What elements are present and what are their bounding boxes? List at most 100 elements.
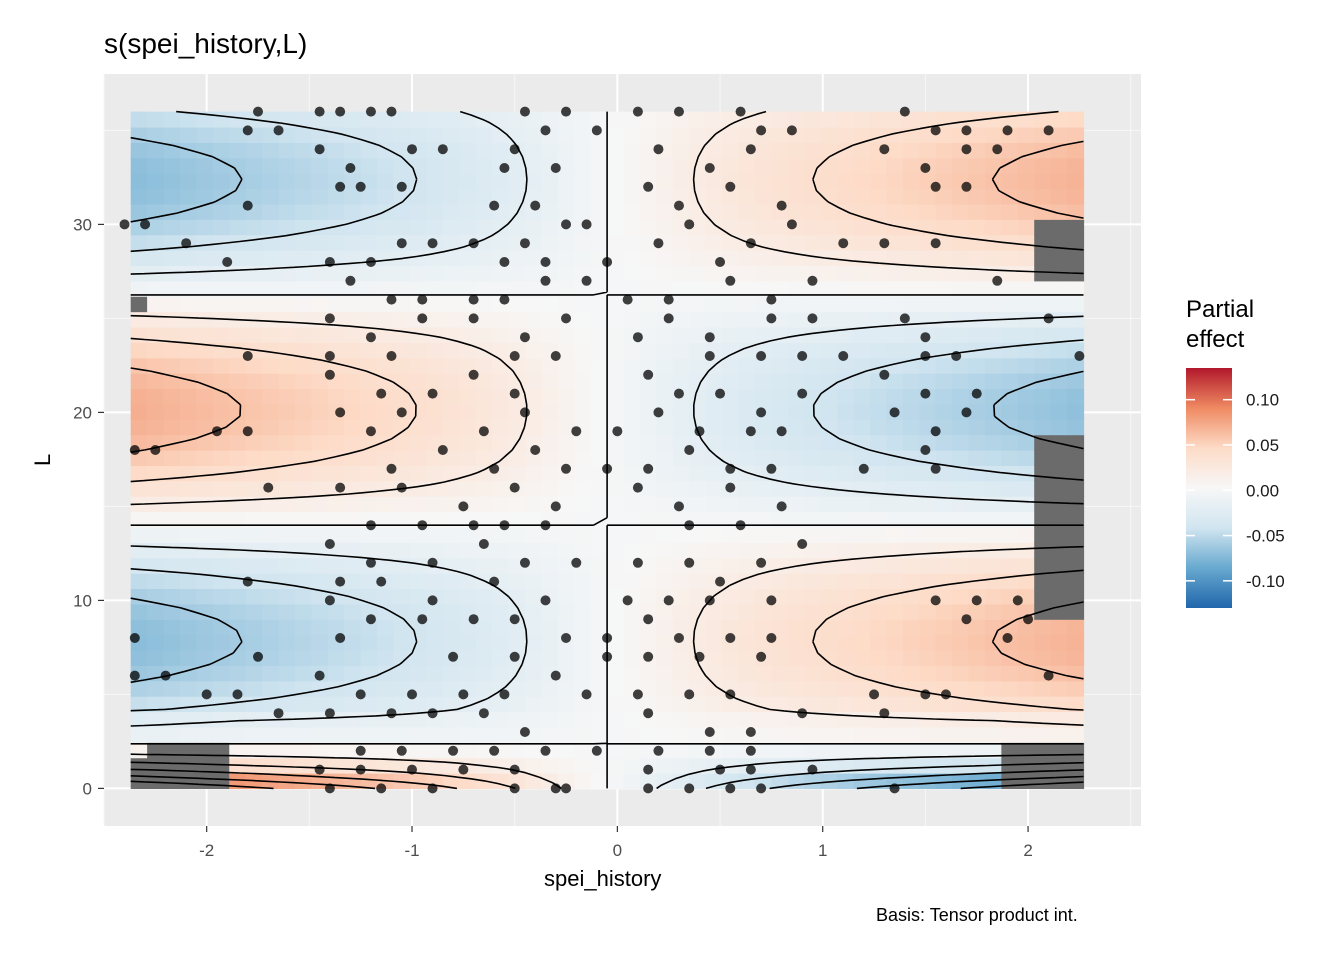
- heat-tile: [1001, 665, 1019, 682]
- data-point: [253, 106, 264, 117]
- heat-tile: [853, 757, 871, 774]
- heat-tile: [820, 465, 838, 482]
- heat-tile: [804, 450, 822, 466]
- heat-tile: [229, 511, 247, 528]
- heat-tile: [229, 496, 247, 513]
- heat-tile: [607, 126, 625, 143]
- heat-tile: [771, 280, 789, 297]
- heat-tile: [705, 219, 723, 236]
- heat-tile: [311, 649, 329, 666]
- data-point: [581, 689, 592, 700]
- heat-tile: [492, 126, 510, 143]
- heat-tile: [344, 696, 362, 713]
- heat-tile: [902, 234, 920, 251]
- heat-tile: [147, 511, 165, 528]
- heat-tile: [294, 542, 312, 559]
- heat-tile: [229, 342, 247, 359]
- heat-tile: [442, 511, 460, 528]
- heat-tile: [754, 742, 772, 759]
- heat-tile: [294, 419, 312, 436]
- heat-tile: [212, 342, 230, 359]
- heat-tile: [689, 726, 707, 743]
- heat-tile: [196, 326, 214, 343]
- heat-tile: [722, 234, 740, 251]
- heat-tile: [804, 680, 822, 697]
- heat-tile: [574, 711, 592, 728]
- heat-tile: [179, 357, 198, 374]
- heat-tile: [722, 603, 740, 620]
- data-point: [458, 764, 469, 775]
- heat-tile: [212, 557, 230, 574]
- heat-tile: [607, 280, 625, 297]
- heat-tile: [656, 634, 674, 651]
- heat-tile: [344, 542, 362, 559]
- heat-tile: [278, 649, 296, 666]
- heat-tile: [393, 450, 411, 466]
- data-point: [540, 595, 551, 606]
- heat-tile: [837, 357, 855, 374]
- heat-tile: [327, 726, 345, 743]
- heat-tile: [179, 157, 198, 174]
- heat-tile: [426, 296, 444, 313]
- heat-tile: [984, 450, 1002, 466]
- heat-tile: [311, 373, 329, 390]
- heat-tile: [409, 111, 427, 128]
- heat-tile: [557, 511, 575, 528]
- heat-tile: [344, 357, 362, 374]
- colorbar-tick-label: 0.10: [1246, 391, 1279, 410]
- data-point: [201, 689, 212, 700]
- data-point: [561, 106, 572, 117]
- heat-tile: [935, 773, 953, 789]
- data-point: [365, 332, 376, 343]
- heat-tile: [869, 573, 887, 590]
- heat-tile: [163, 450, 181, 466]
- data-point: [417, 614, 428, 625]
- heat-tile: [311, 357, 329, 374]
- heat-tile: [311, 434, 329, 451]
- heat-tile: [278, 388, 296, 405]
- heat-tile: [278, 311, 296, 328]
- heat-tile: [754, 219, 772, 236]
- heat-tile: [1001, 680, 1019, 697]
- heat-tile: [147, 142, 165, 159]
- data-point: [961, 614, 972, 625]
- data-point: [920, 351, 931, 361]
- heat-tile: [196, 265, 214, 282]
- heat-tile: [968, 557, 986, 574]
- heat-tile: [886, 588, 904, 605]
- heat-tile: [574, 403, 592, 420]
- heat-tile: [426, 342, 444, 359]
- heat-tile: [1017, 265, 1035, 282]
- heat-tile: [639, 419, 657, 436]
- data-point: [776, 426, 787, 437]
- heat-tile: [278, 250, 296, 267]
- heat-tile: [179, 434, 198, 451]
- data-point: [643, 764, 654, 775]
- heat-tile: [409, 465, 427, 482]
- heat-tile: [590, 296, 608, 313]
- heat-tile: [229, 434, 247, 451]
- heat-tile: [508, 296, 526, 313]
- heat-tile: [771, 511, 789, 528]
- heat-tile: [1067, 573, 1085, 590]
- data-point: [745, 727, 756, 737]
- heat-tile: [1067, 157, 1085, 174]
- heat-tile: [459, 573, 477, 590]
- data-point: [745, 764, 756, 775]
- heat-tile: [245, 511, 263, 528]
- heat-tile: [689, 742, 707, 759]
- heat-tile: [1001, 742, 1019, 759]
- heat-tile: [607, 388, 625, 405]
- heat-tile: [294, 496, 312, 513]
- heat-tile: [344, 326, 362, 343]
- contour-line: [130, 136, 1084, 790]
- heat-tile: [311, 619, 329, 636]
- heat-tile: [393, 373, 411, 390]
- data-point: [797, 708, 808, 719]
- heat-tile: [1067, 649, 1085, 666]
- heat-tile: [459, 773, 477, 789]
- heat-tile: [738, 265, 756, 282]
- heat-tile: [262, 726, 280, 743]
- heat-tile: [722, 588, 740, 605]
- data-point: [704, 727, 715, 737]
